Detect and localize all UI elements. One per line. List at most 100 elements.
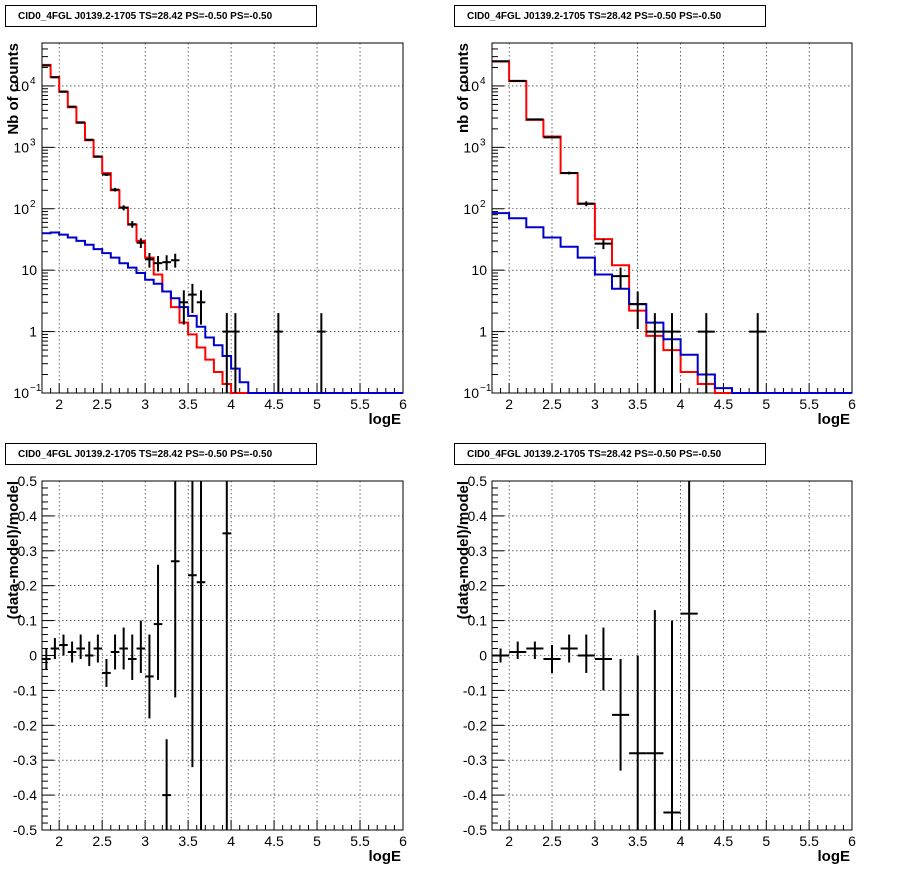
- data-point: [136, 238, 146, 248]
- data-point: [222, 313, 232, 393]
- x-axis-label: logE: [818, 411, 851, 428]
- x-tick-label: 4.5: [264, 833, 284, 849]
- data-point: [102, 173, 111, 177]
- y-tick-label: 10: [13, 201, 29, 217]
- y-tick-label: 0.2: [468, 578, 488, 594]
- x-tick-label: 6: [399, 833, 407, 849]
- data-point: [42, 648, 51, 670]
- y-tick-label: -0.3: [463, 752, 487, 768]
- y-tick-label: 0.3: [18, 543, 38, 559]
- x-tick-label: 2: [55, 396, 63, 412]
- data-point: [119, 627, 128, 670]
- y-tick-label: 10: [21, 262, 37, 278]
- y-tick-label: -0.5: [13, 822, 37, 838]
- data-point: [102, 658, 111, 687]
- y-tick-label: 0.5: [468, 473, 488, 489]
- y-tick-label: 0.1: [468, 613, 488, 629]
- x-tick-label: 4: [677, 833, 685, 849]
- y-tick-label-exponent: 3: [30, 137, 36, 148]
- y-tick-label: 1: [479, 324, 487, 340]
- y-tick-label-exponent: 4: [480, 76, 486, 87]
- x-tick-label: 3.5: [178, 396, 198, 412]
- data-point: [663, 313, 681, 393]
- y-tick-label: 10: [13, 139, 29, 155]
- y-tick-label-exponent: 2: [480, 199, 486, 210]
- data-point: [646, 610, 664, 830]
- data-point: [84, 138, 94, 141]
- y-tick-label: 10: [471, 262, 487, 278]
- y-tick-label: -0.2: [13, 717, 37, 733]
- data-point: [76, 634, 85, 659]
- x-tick-label: 6: [848, 396, 856, 412]
- data-point: [110, 634, 120, 670]
- x-tick-label: 4.5: [714, 396, 734, 412]
- x-tick-label: 3.5: [628, 396, 648, 412]
- y-tick-label: -0.1: [13, 682, 37, 698]
- data-point: [67, 105, 77, 108]
- y-tick-label: 10: [463, 139, 479, 155]
- y-axis-label: nb of counts: [455, 43, 472, 133]
- y-tick-label: 10: [463, 385, 479, 401]
- data-point: [170, 253, 180, 268]
- x-tick-label: 4.5: [714, 833, 734, 849]
- x-axis-label: logE: [369, 411, 402, 428]
- y-tick-label: -0.2: [463, 717, 487, 733]
- x-tick-label: 6: [848, 833, 856, 849]
- y-axis-label: Nb of counts: [5, 43, 22, 135]
- y-tick-label: 0.4: [18, 508, 38, 524]
- data-point: [543, 645, 561, 673]
- data-point: [50, 638, 60, 659]
- y-tick-label: 10: [13, 385, 29, 401]
- pad-title-top-right: CID0_4FGL J0139.2-1705 TS=28.42 PS=-0.50…: [454, 5, 766, 27]
- x-tick-label: 5: [762, 396, 770, 412]
- x-tick-label: 5.5: [350, 396, 370, 412]
- y-axis-label: (data-model)/model: [455, 481, 472, 619]
- y-tick-label: 0: [479, 648, 487, 664]
- y-axis-label: (data-model)/model: [5, 481, 22, 619]
- data-point: [76, 121, 85, 124]
- plot-frame: [41, 42, 404, 394]
- data-point: [188, 481, 197, 768]
- data-point: [196, 481, 206, 830]
- data-point: [145, 253, 154, 268]
- data-point: [274, 313, 283, 393]
- data-point: [136, 620, 146, 673]
- data-point: [697, 313, 715, 393]
- data-point: [153, 564, 163, 680]
- x-tick-label: 3: [141, 396, 149, 412]
- x-tick-label: 6: [399, 396, 407, 412]
- x-tick-label: 5.5: [799, 396, 819, 412]
- data-point: [162, 255, 171, 271]
- x-tick-label: 5.5: [799, 833, 819, 849]
- x-tick-label: 3.5: [178, 833, 198, 849]
- data-point: [196, 290, 206, 325]
- data-point: [93, 155, 103, 158]
- data-point: [629, 291, 647, 330]
- data-point: [680, 481, 698, 830]
- data-point: [543, 136, 561, 139]
- data-point: [526, 118, 544, 121]
- x-tick-label: 3.5: [628, 833, 648, 849]
- data-point: [145, 634, 154, 719]
- data-point: [59, 90, 68, 93]
- data-point: [612, 658, 630, 771]
- x-tick-label: 3: [141, 833, 149, 849]
- data-point: [577, 201, 595, 207]
- pad-title-bottom-right: CID0_4FGL J0139.2-1705 TS=28.42 PS=-0.50…: [454, 443, 766, 465]
- data-point: [93, 634, 103, 663]
- x-tick-label: 2.5: [92, 396, 112, 412]
- data-point: [231, 313, 240, 393]
- y-tick-label: 0.2: [18, 578, 38, 594]
- data-point: [577, 634, 595, 673]
- x-tick-label: 2: [505, 833, 513, 849]
- x-tick-label: 5: [313, 833, 321, 849]
- y-tick-label: 10: [13, 78, 29, 94]
- x-tick-label: 2.5: [92, 833, 112, 849]
- y-tick-label: 1: [29, 324, 37, 340]
- x-tick-label: 2.5: [542, 833, 562, 849]
- data-point: [127, 634, 137, 680]
- data-point: [560, 634, 578, 663]
- y-tick-label: -0.1: [463, 682, 487, 698]
